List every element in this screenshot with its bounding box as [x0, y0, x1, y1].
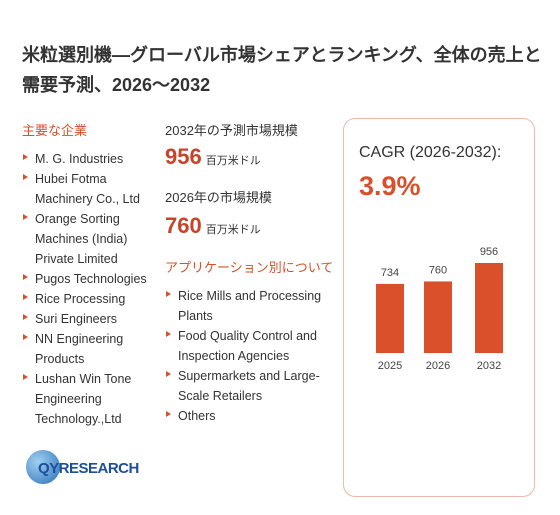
chart: 734 2025 760 2026 956 2032 — [376, 246, 503, 372]
list-item: Pugos Technologies — [22, 269, 150, 289]
unit: 百万米ドル — [205, 224, 261, 236]
cagr-label: CAGR (2026-2032): — [359, 144, 502, 161]
bar — [424, 281, 452, 353]
list-item: M. G. Industries — [22, 149, 150, 169]
list-item: Suri Engineers — [22, 309, 150, 329]
value-label: 956 — [480, 246, 498, 258]
list-item: Lushan Win Tone Engineering Technology.,… — [22, 369, 150, 429]
application-list: Rice Mills and Processing Plants Food Qua… — [165, 286, 330, 426]
logo: QYRESEARCH — [24, 448, 139, 488]
list-item: Rice Mills and Processing Plants — [165, 286, 330, 326]
cagr-panel: CAGR (2026-2032): 3.9% 734 2025 760 2026 956… — [343, 118, 535, 497]
forecast-value: 956 — [165, 144, 202, 169]
value-label: 760 — [429, 264, 447, 276]
applications-heading: アプリケーション別について — [165, 260, 334, 275]
value-label: 734 — [381, 267, 399, 279]
cagr-value: 3.9% — [359, 171, 421, 201]
list-item: Hubei Fotma Machinery Co., Ltd — [22, 169, 150, 209]
logo-text: QYRESEARCH — [38, 460, 139, 477]
unit: 百万米ドル — [205, 155, 261, 167]
list-item: Supermarkets and Large-Scale Retailers — [165, 366, 330, 406]
bar — [475, 263, 503, 353]
list-item: Others — [165, 406, 330, 426]
list-item: NN Engineering Products — [22, 329, 150, 369]
current-label: 2026年の市場規模 — [165, 190, 272, 205]
list-item: Rice Processing — [22, 289, 150, 309]
current-value: 760 — [165, 213, 202, 238]
x-tick-label: 2025 — [378, 360, 402, 372]
current: 760 百万米ドル — [165, 213, 261, 239]
logo-globe — [26, 450, 60, 484]
list-item: Orange Sorting Machines (India) Private … — [22, 209, 150, 269]
forecast: 956 百万米ドル — [165, 144, 261, 170]
x-tick-label: 2032 — [477, 360, 501, 372]
company-list: M. G. Industries Hubei Fotma Machinery Co… — [22, 149, 150, 429]
list-item: Food Quality Control and Inspection Agen… — [165, 326, 330, 366]
x-tick-label: 2026 — [426, 360, 450, 372]
title: 米粒選別機―グローバル市場シェアとランキング、全体の売上と需要予測、2026～2… — [22, 45, 542, 95]
companies-heading: 主要な企業 — [22, 123, 88, 138]
forecast-label: 2032年の予測市場規模 — [165, 123, 298, 138]
bar — [376, 283, 404, 353]
